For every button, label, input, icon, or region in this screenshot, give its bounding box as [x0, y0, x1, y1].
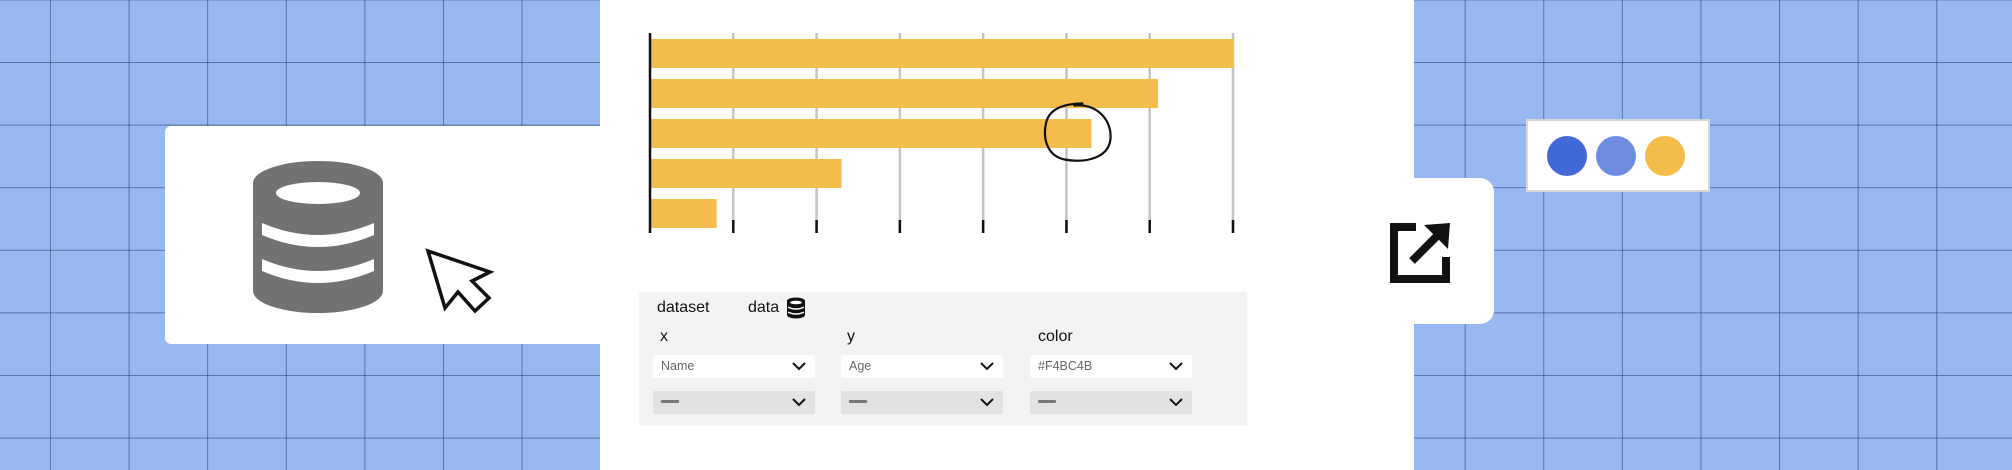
- share-card[interactable]: [1348, 178, 1494, 324]
- chevron-down-icon: [1169, 398, 1183, 407]
- x-field-label: x: [660, 328, 668, 345]
- y-secondary-select[interactable]: [841, 391, 1003, 414]
- chevron-down-icon: [792, 362, 806, 371]
- chart-editor-panel: dataset data x Name y Age color: [600, 0, 1414, 470]
- bar: [650, 199, 717, 228]
- color-swatch[interactable]: [1645, 136, 1685, 176]
- external-link-icon: [1390, 223, 1450, 283]
- chevron-down-icon: [980, 362, 994, 371]
- x-field-select[interactable]: Name: [653, 355, 815, 378]
- color-swatch[interactable]: [1596, 136, 1636, 176]
- color-secondary-select[interactable]: [1030, 391, 1192, 414]
- database-icon: [253, 161, 383, 313]
- y-field-label: y: [847, 328, 855, 345]
- color-field-select[interactable]: #F4BC4B: [1030, 355, 1192, 378]
- color-palette: [1526, 119, 1710, 192]
- color-field-value: #F4BC4B: [1038, 359, 1093, 373]
- data-source-card[interactable]: [165, 126, 605, 344]
- chevron-down-icon: [980, 398, 994, 407]
- dataset-label: dataset: [657, 299, 710, 316]
- chevron-down-icon: [792, 398, 806, 407]
- database-icon: [787, 297, 805, 319]
- empty-value-dash: [849, 400, 867, 404]
- color-swatch[interactable]: [1547, 136, 1587, 176]
- y-field-value: Age: [849, 359, 872, 373]
- chart-config: dataset data x Name y Age color: [639, 292, 1247, 426]
- empty-value-dash: [661, 400, 679, 404]
- bar: [650, 119, 1092, 148]
- cursor-icon: [425, 248, 495, 314]
- annotation-circle: [1043, 102, 1112, 162]
- bar: [650, 159, 842, 188]
- x-secondary-select[interactable]: [653, 391, 815, 414]
- y-field-select[interactable]: Age: [841, 355, 1003, 378]
- chevron-down-icon: [1169, 362, 1183, 371]
- bar: [650, 39, 1233, 68]
- empty-value-dash: [1038, 400, 1056, 404]
- color-field-label: color: [1038, 328, 1073, 345]
- dataset-value[interactable]: data: [748, 299, 780, 316]
- bar-chart[interactable]: [600, 0, 1414, 250]
- x-field-value: Name: [661, 359, 695, 373]
